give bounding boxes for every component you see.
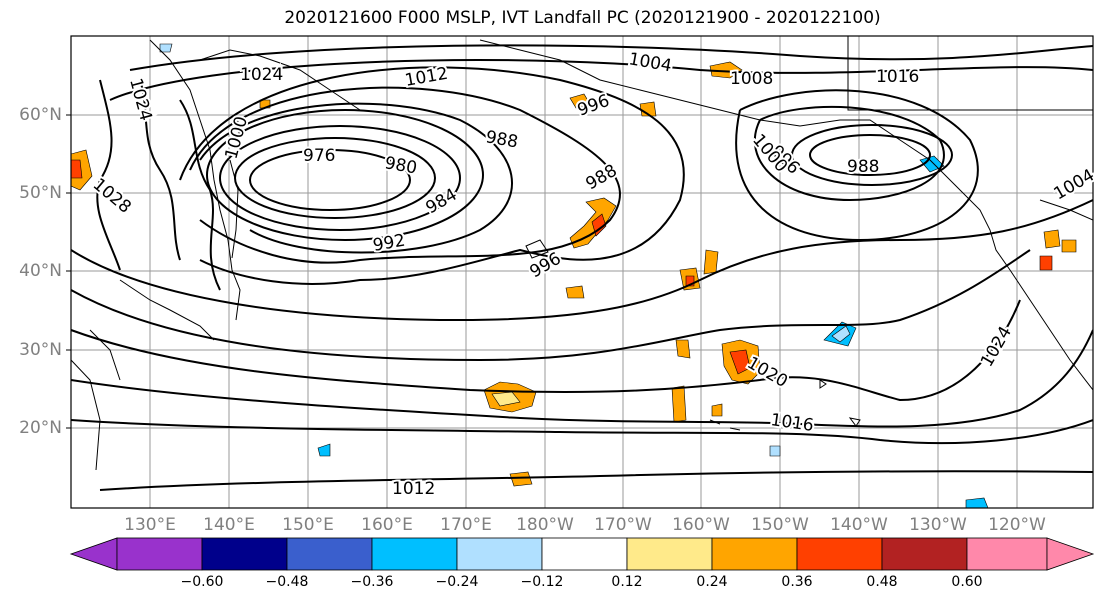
longitude-label: 160°W bbox=[672, 515, 730, 535]
latitude-label: 50°N bbox=[19, 183, 62, 203]
longitude-label: 140°E bbox=[203, 515, 255, 535]
longitude-label: 140°W bbox=[830, 515, 888, 535]
longitude-label: 130°E bbox=[124, 515, 176, 535]
longitude-label: 150°W bbox=[751, 515, 809, 535]
isobar-label: 1012 bbox=[392, 479, 435, 499]
colorbar-extend-low bbox=[69, 537, 118, 571]
isobar-label: 1016 bbox=[769, 410, 815, 436]
axis-ticks bbox=[66, 114, 71, 429]
colorbar-segment bbox=[116, 537, 203, 571]
colorbar-tick-label: −0.12 bbox=[520, 574, 564, 590]
minor-contours bbox=[525, 239, 861, 427]
colorbar-segment bbox=[626, 537, 713, 571]
map-border bbox=[70, 35, 1094, 509]
latitude-label: 30°N bbox=[19, 340, 62, 360]
colorbar-tick-label: 0.12 bbox=[611, 574, 643, 590]
ivt-negative-shading bbox=[159, 43, 989, 508]
colorbar-tick-label: 0.48 bbox=[866, 574, 898, 590]
isobar-label: 1016 bbox=[876, 67, 919, 87]
colorbar-segment bbox=[201, 537, 288, 571]
colorbar bbox=[69, 537, 1095, 571]
isobar-label: 1024 bbox=[240, 65, 283, 85]
colorbar-extend-high bbox=[1046, 537, 1095, 571]
colorbar-tick-label: −0.24 bbox=[435, 574, 479, 590]
colorbar-tick-label: 0.24 bbox=[696, 574, 728, 590]
ivt-anomaly-shading bbox=[71, 61, 1077, 487]
longitude-label: 160°E bbox=[361, 515, 413, 535]
colorbar-tick-label: 0.60 bbox=[951, 574, 983, 590]
isobar-label: 1008 bbox=[730, 69, 773, 89]
colorbar-segment bbox=[371, 537, 458, 571]
longitude-label: 170°E bbox=[440, 515, 492, 535]
colorbar-segment bbox=[541, 537, 628, 571]
colorbar-segment bbox=[881, 537, 968, 571]
colorbar-segment bbox=[711, 537, 798, 571]
longitude-label: 180°W bbox=[516, 515, 574, 535]
coastlines bbox=[71, 36, 1093, 471]
colorbar-tick-label: −0.48 bbox=[265, 574, 309, 590]
colorbar-segment bbox=[796, 537, 883, 571]
longitude-label: 130°W bbox=[909, 515, 967, 535]
colorbar-tick-label: 0.36 bbox=[781, 574, 813, 590]
latitude-label: 60°N bbox=[19, 105, 62, 125]
latitude-label: 40°N bbox=[19, 261, 62, 281]
longitude-label: 170°W bbox=[594, 515, 652, 535]
isobar-label: 988 bbox=[847, 157, 879, 177]
colorbar-segment bbox=[966, 537, 1048, 571]
latitude-label: 20°N bbox=[19, 418, 62, 438]
mslp-isobars bbox=[71, 44, 1093, 491]
colorbar-tick-label: −0.36 bbox=[350, 574, 394, 590]
graticule bbox=[71, 36, 1093, 508]
colorbar-tick-label: −0.60 bbox=[180, 574, 224, 590]
figure-title: 2020121600 F000 MSLP, IVT Landfall PC (2… bbox=[284, 8, 881, 28]
colorbar-segment bbox=[456, 537, 543, 571]
isobar-label: 976 bbox=[303, 146, 335, 166]
longitude-label: 120°W bbox=[988, 515, 1046, 535]
longitude-label: 150°E bbox=[282, 515, 334, 535]
colorbar-segment bbox=[286, 537, 373, 571]
